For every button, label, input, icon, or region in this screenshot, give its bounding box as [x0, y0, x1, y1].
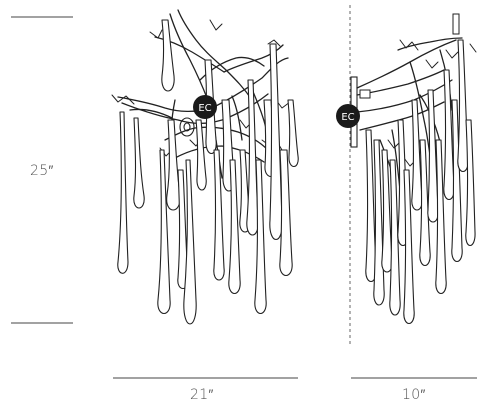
side-mount-bracket	[359, 89, 371, 99]
height-dimension	[11, 16, 73, 324]
front-ec-badge: EC	[193, 95, 217, 119]
front-ec-badge-label: EC	[198, 103, 211, 114]
width-label: 21″	[190, 387, 214, 403]
front-glass-drops	[117, 19, 299, 325]
depth-label: 10″	[402, 387, 426, 403]
side-view-fixture: EC	[336, 13, 477, 325]
height-label: 25″	[30, 163, 54, 179]
side-glass-drops	[365, 39, 476, 325]
side-ec-badge-label: EC	[341, 112, 354, 123]
side-ec-badge: EC	[336, 104, 360, 128]
front-view-fixture: EC	[111, 9, 299, 325]
